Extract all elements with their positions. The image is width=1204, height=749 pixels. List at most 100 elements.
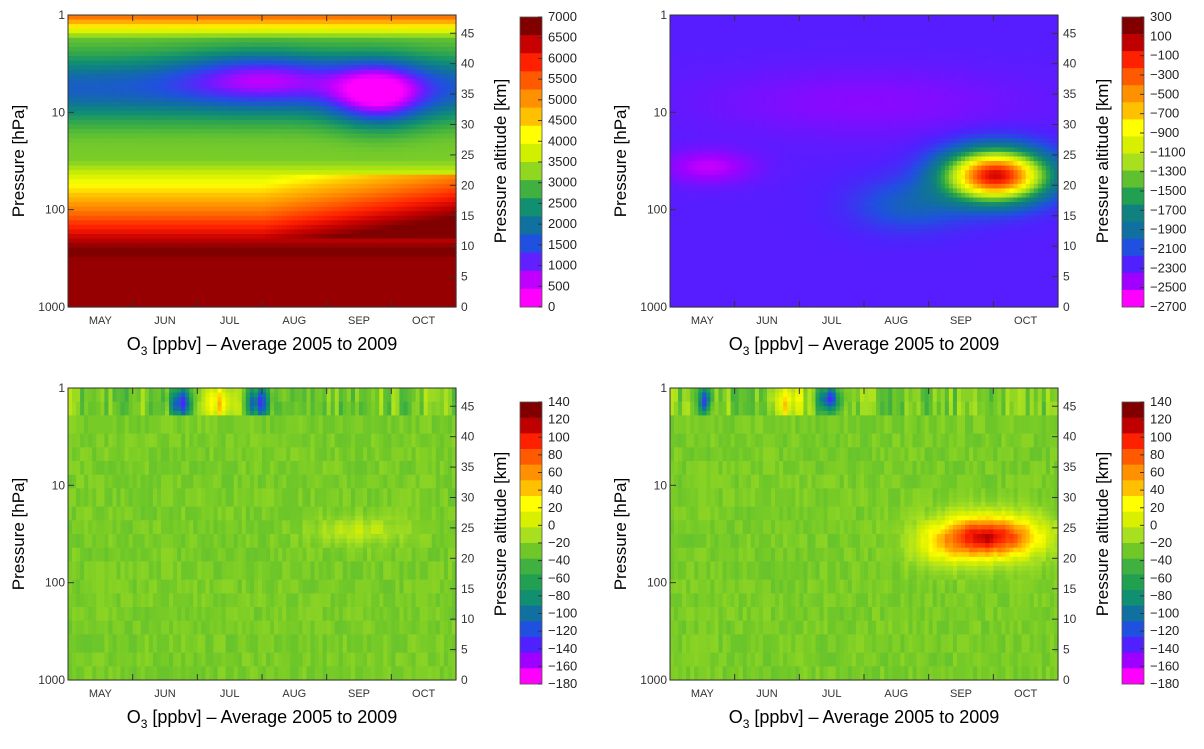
- heatmap-cell: [124, 174, 130, 180]
- heatmap-cell: [213, 170, 219, 176]
- heatmap-cell: [88, 69, 93, 75]
- heatmap-cell: [363, 60, 368, 66]
- heatmap-cell: [322, 261, 328, 267]
- heatmap-cell: [100, 74, 105, 80]
- heatmap-cell: [225, 224, 231, 231]
- heatmap-cell: [270, 24, 275, 30]
- heatmap-cell: [290, 60, 295, 66]
- heatmap-cell: [270, 33, 275, 39]
- heatmap-cell: [278, 170, 283, 176]
- heatmap-cell: [160, 297, 166, 304]
- heatmap-cell: [322, 238, 328, 244]
- heatmap-cell: [132, 129, 138, 135]
- heatmap-cell: [270, 56, 275, 62]
- heatmap-cell: [270, 256, 275, 262]
- heatmap-cell: [294, 297, 299, 304]
- heatmap-cell: [100, 115, 105, 121]
- heatmap-cell: [68, 115, 73, 121]
- heatmap-cell: [213, 188, 219, 194]
- heatmap-cell: [201, 46, 207, 53]
- heatmap-cell: [322, 174, 328, 180]
- heatmap-cell: [181, 15, 186, 21]
- heatmap-cell: [68, 284, 73, 290]
- heatmap-cell: [181, 69, 186, 75]
- heatmap-cell: [84, 238, 89, 244]
- heatmap-cell: [152, 252, 158, 258]
- heatmap-cell: [359, 147, 364, 153]
- heatmap-cell: [80, 129, 85, 135]
- heatmap-cell: [76, 147, 81, 153]
- heatmap-cell: [334, 119, 340, 126]
- heatmap-cell: [193, 106, 198, 112]
- heatmap-cell: [314, 243, 320, 249]
- heatmap-cell: [124, 46, 130, 53]
- heatmap-cell: [278, 302, 283, 308]
- heatmap-cell: [262, 42, 267, 48]
- heatmap-cell: [257, 243, 263, 249]
- heatmap-cell: [253, 129, 259, 135]
- heatmap-cell: [96, 165, 101, 171]
- heatmap-cell: [169, 110, 174, 116]
- heatmap-cell: [322, 69, 328, 75]
- heatmap-cell: [306, 51, 312, 57]
- heatmap-cell: [80, 110, 85, 116]
- heatmap-cell: [371, 46, 376, 53]
- heatmap-cell: [76, 215, 81, 221]
- heatmap-cell: [375, 284, 380, 290]
- heatmap-cell: [334, 192, 340, 199]
- heatmap-cell: [189, 97, 194, 103]
- heatmap-cell: [379, 46, 384, 53]
- heatmap-cell: [177, 170, 182, 176]
- heatmap-cell: [165, 65, 170, 71]
- heatmap-cell: [278, 124, 283, 130]
- heatmap-cell: [88, 124, 93, 130]
- heatmap-cell: [294, 142, 299, 148]
- heatmap-cell: [169, 115, 174, 121]
- heatmap-cell: [72, 42, 77, 48]
- heatmap-cell: [278, 69, 283, 75]
- heatmap-cell: [338, 279, 344, 285]
- heatmap-cell: [286, 83, 291, 89]
- heatmap-cell: [270, 83, 275, 89]
- heatmap-cell: [294, 211, 299, 217]
- heatmap-cell: [326, 46, 332, 53]
- heatmap-cell: [116, 69, 122, 75]
- heatmap-cell: [132, 115, 138, 121]
- heatmap-cell: [160, 279, 166, 285]
- heatmap-cell: [245, 234, 251, 240]
- heatmap-cell: [144, 220, 150, 226]
- heatmap-cell: [294, 133, 299, 139]
- heatmap-cell: [270, 220, 275, 226]
- heatmap-cell: [189, 28, 194, 34]
- heatmap-cell: [363, 293, 368, 299]
- heatmap-cell: [294, 129, 299, 135]
- heatmap-cell: [330, 106, 336, 112]
- heatmap-cell: [290, 74, 295, 80]
- heatmap-cell: [282, 293, 287, 299]
- heatmap-cell: [80, 275, 85, 281]
- heatmap-cell: [201, 192, 207, 199]
- heatmap-cell: [189, 119, 194, 126]
- heatmap-cell: [173, 133, 178, 139]
- heatmap-cell: [229, 293, 235, 299]
- heatmap-cell: [136, 183, 142, 189]
- heatmap-cell: [318, 110, 324, 116]
- heatmap-cell: [257, 88, 263, 94]
- heatmap-cell: [298, 106, 304, 112]
- heatmap-cell: [88, 151, 93, 158]
- heatmap-cell: [318, 65, 324, 71]
- heatmap-cell: [136, 288, 142, 294]
- heatmap-cell: [205, 97, 211, 103]
- heatmap-cell: [156, 65, 162, 71]
- heatmap-cell: [124, 293, 130, 299]
- heatmap-cell: [322, 265, 328, 272]
- heatmap-cell: [128, 69, 134, 75]
- heatmap-cell: [120, 97, 126, 103]
- heatmap-cell: [318, 92, 324, 98]
- heatmap-cell: [346, 179, 352, 185]
- heatmap-cell: [294, 229, 299, 235]
- heatmap-cell: [253, 69, 259, 75]
- heatmap-cell: [371, 261, 376, 267]
- heatmap-cell: [350, 188, 356, 194]
- heatmap-cell: [132, 33, 138, 39]
